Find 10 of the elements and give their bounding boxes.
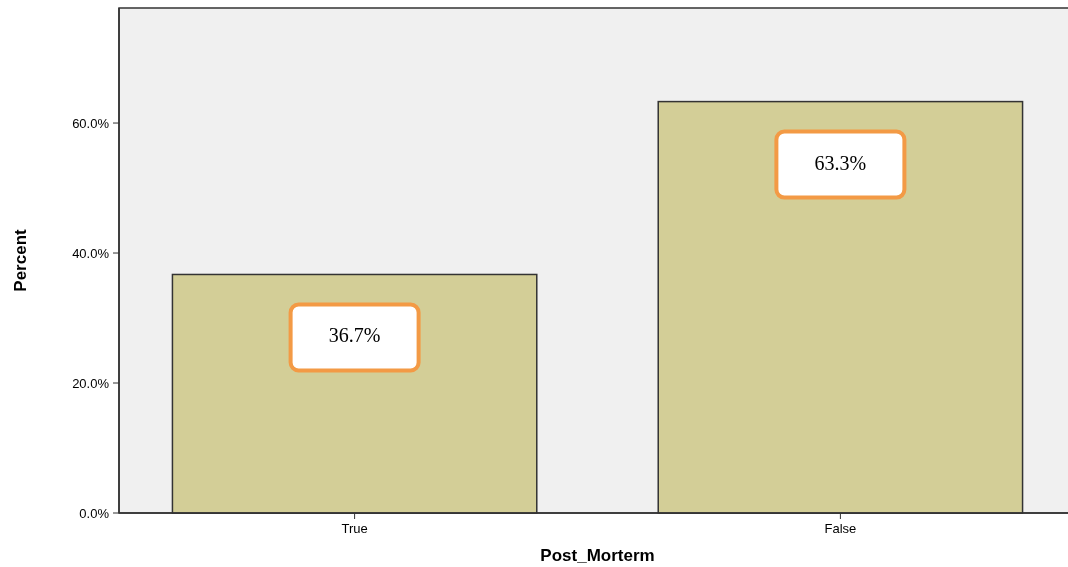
x-tick-label: False bbox=[824, 521, 857, 536]
y-tick-label: 20.0% bbox=[72, 375, 110, 391]
y-tick-label: 60.0% bbox=[72, 115, 110, 131]
x-axis-title: Post_Morterm bbox=[540, 546, 655, 565]
y-tick-label: 40.0% bbox=[72, 245, 110, 261]
data-label: 36.7% bbox=[328, 324, 381, 347]
y-axis-title: Percent bbox=[11, 228, 30, 292]
y-tick-label: 0.0% bbox=[79, 505, 110, 521]
data-label: 63.3% bbox=[814, 151, 867, 174]
x-tick-label: True bbox=[341, 521, 368, 536]
